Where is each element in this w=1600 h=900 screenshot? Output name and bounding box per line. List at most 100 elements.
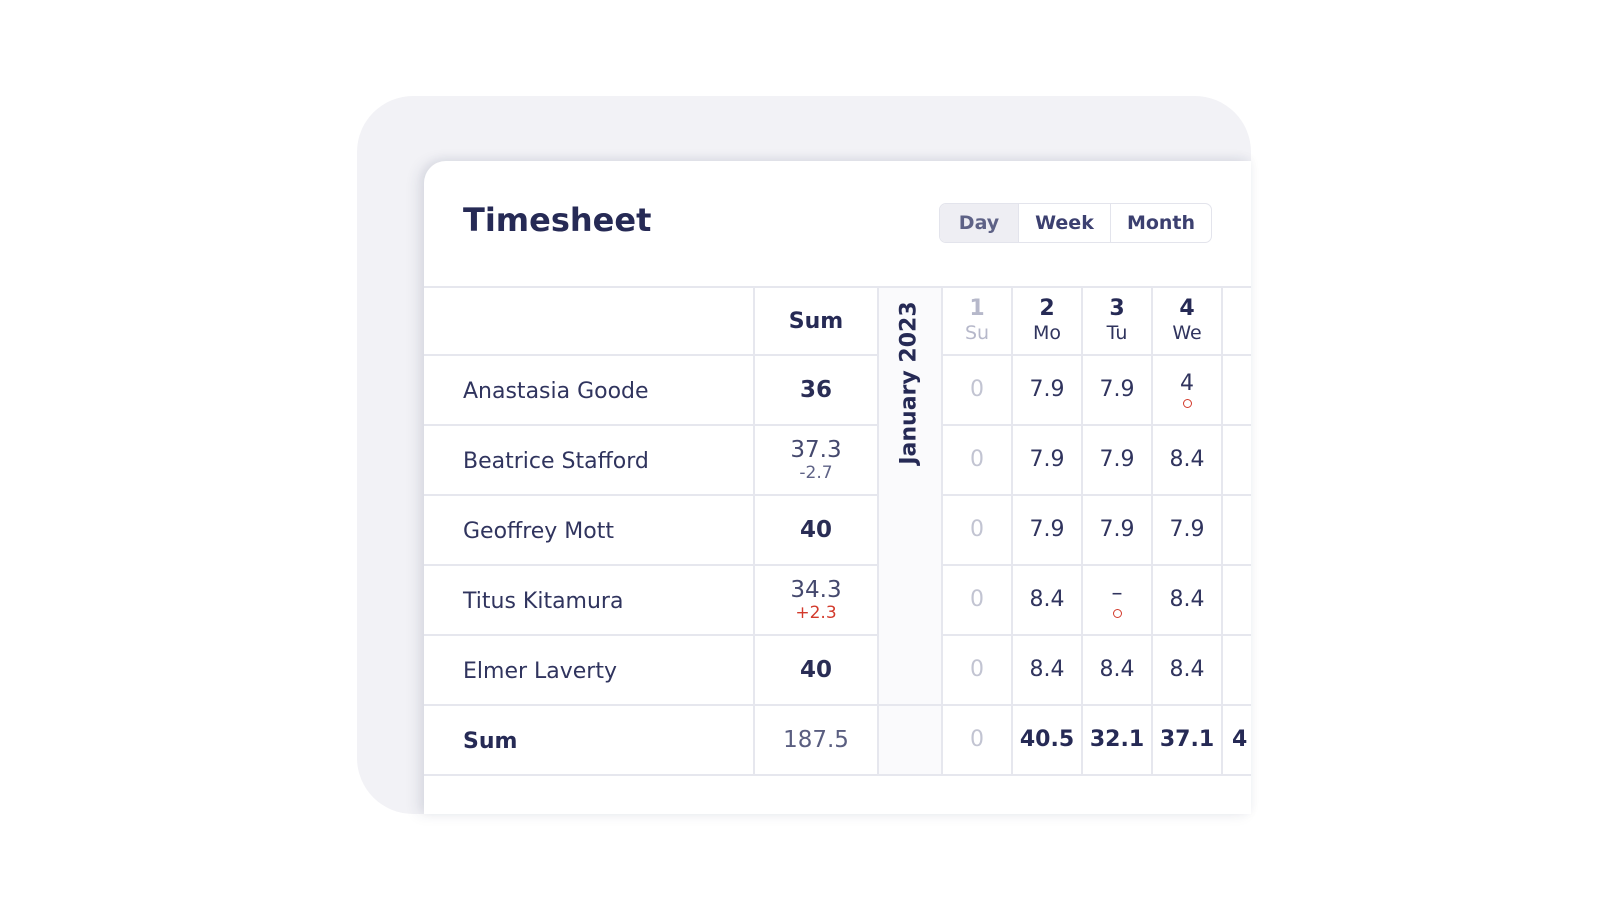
row-divider bbox=[424, 634, 877, 636]
view-week-button[interactable]: Week bbox=[1018, 204, 1110, 242]
day-total-clipped: 4 bbox=[1232, 706, 1247, 774]
day-total: 40.5 bbox=[1013, 706, 1081, 774]
hours-value: 7.9 bbox=[1029, 447, 1065, 472]
hours-value: 0 bbox=[970, 447, 984, 472]
hours-cell[interactable]: – bbox=[1083, 566, 1151, 634]
hours-value: 8.4 bbox=[1169, 657, 1205, 682]
hours-value: 7.9 bbox=[1029, 517, 1065, 542]
row-divider bbox=[941, 634, 1251, 636]
hours-value: 7.9 bbox=[1029, 377, 1065, 402]
row-divider bbox=[424, 564, 877, 566]
day-weekday: We bbox=[1172, 322, 1202, 344]
day-header[interactable]: 4 We bbox=[1153, 288, 1221, 354]
day-number: 4 bbox=[1179, 296, 1195, 321]
hours-value: 7.9 bbox=[1099, 517, 1135, 542]
timesheet-grid: January 2023 Sum 1 Su 2 bbox=[424, 286, 1251, 776]
row-sum: 34.3 +2.3 bbox=[755, 566, 877, 634]
day-total-value: 32.1 bbox=[1089, 727, 1145, 752]
day-total: 32.1 bbox=[1083, 706, 1151, 774]
employee-name[interactable]: Anastasia Goode bbox=[463, 378, 649, 404]
hours-cell[interactable]: 0 bbox=[943, 636, 1011, 704]
col-divider bbox=[1081, 286, 1083, 776]
hours-cell[interactable]: 7.9 bbox=[1013, 426, 1081, 494]
row-sum-value: 40 bbox=[799, 657, 832, 683]
hours-cell[interactable]: 8.4 bbox=[1083, 636, 1151, 704]
row-sum: 36 bbox=[755, 356, 877, 424]
row-sum: 40 bbox=[755, 496, 877, 564]
row-divider bbox=[424, 704, 1251, 706]
employee-name[interactable]: Geoffrey Mott bbox=[463, 518, 615, 544]
day-header[interactable]: 1 Su bbox=[943, 288, 1011, 354]
day-weekday: Tu bbox=[1106, 322, 1128, 344]
row-divider bbox=[424, 424, 877, 426]
timesheet-panel: Timesheet Day Week Month January 2023 bbox=[424, 161, 1251, 814]
col-divider bbox=[1221, 286, 1223, 776]
view-toggle: Day Week Month bbox=[939, 203, 1212, 243]
hours-cell[interactable]: 8.4 bbox=[1013, 566, 1081, 634]
hours-cell[interactable]: 7.9 bbox=[1013, 496, 1081, 564]
day-header[interactable]: 2 Mo bbox=[1013, 288, 1081, 354]
view-month-button[interactable]: Month bbox=[1110, 204, 1211, 242]
day-weekday: Mo bbox=[1032, 322, 1062, 344]
day-total-value: 4 bbox=[1232, 727, 1248, 752]
col-divider bbox=[1011, 286, 1013, 776]
row-divider bbox=[424, 774, 1251, 776]
employee-name[interactable]: Elmer Laverty bbox=[463, 658, 617, 684]
hours-cell[interactable]: 7.9 bbox=[1083, 496, 1151, 564]
hours-value: 0 bbox=[970, 377, 984, 402]
day-weekday: Su bbox=[964, 322, 990, 344]
sum-column-header: Sum bbox=[755, 288, 877, 354]
hours-value: 0 bbox=[970, 517, 984, 542]
hours-cell[interactable]: 7.9 bbox=[1013, 356, 1081, 424]
row-divider bbox=[941, 424, 1251, 426]
day-header[interactable]: 3 Tu bbox=[1083, 288, 1151, 354]
hours-value: 8.4 bbox=[1029, 657, 1065, 682]
grand-total: 187.5 bbox=[755, 706, 877, 774]
row-sum-value: 37.3 bbox=[790, 437, 842, 463]
hours-value: – bbox=[1111, 581, 1123, 606]
hours-cell[interactable]: 7.9 bbox=[1083, 426, 1151, 494]
warning-dot-icon bbox=[1182, 399, 1192, 408]
row-sum-delta: +2.3 bbox=[795, 603, 837, 623]
hours-cell[interactable]: 8.4 bbox=[1153, 566, 1221, 634]
view-day-button[interactable]: Day bbox=[940, 204, 1018, 242]
hours-cell[interactable]: 0 bbox=[943, 356, 1011, 424]
day-total: 0 bbox=[943, 706, 1011, 774]
warning-dot-icon bbox=[1112, 609, 1122, 618]
row-sum-value: 34.3 bbox=[790, 577, 842, 603]
employee-name[interactable]: Titus Kitamura bbox=[463, 588, 624, 614]
row-sum: 40 bbox=[755, 636, 877, 704]
hours-cell[interactable]: 8.4 bbox=[1013, 636, 1081, 704]
hours-cell[interactable]: 7.9 bbox=[1153, 496, 1221, 564]
row-sum-value: 36 bbox=[799, 377, 832, 403]
sum-header-label: Sum bbox=[788, 308, 844, 334]
row-divider bbox=[941, 564, 1251, 566]
row-sum-delta: -2.7 bbox=[799, 463, 833, 483]
hours-value: 0 bbox=[970, 657, 984, 682]
day-number: 2 bbox=[1039, 296, 1055, 321]
day-number: 1 bbox=[969, 296, 985, 321]
month-label: January 2023 bbox=[896, 301, 922, 465]
hours-value: 8.4 bbox=[1169, 587, 1205, 612]
hours-cell[interactable]: 4 bbox=[1153, 356, 1221, 424]
employee-name[interactable]: Beatrice Stafford bbox=[463, 448, 649, 474]
day-total-value: 37.1 bbox=[1159, 727, 1215, 752]
grand-total-value: 187.5 bbox=[783, 727, 849, 753]
hours-cell[interactable]: 0 bbox=[943, 566, 1011, 634]
row-sum-value: 40 bbox=[799, 517, 832, 543]
hours-cell[interactable]: 7.9 bbox=[1083, 356, 1151, 424]
row-divider bbox=[424, 354, 877, 356]
total-row-label: Sum bbox=[463, 728, 518, 754]
hours-cell[interactable]: 8.4 bbox=[1153, 636, 1221, 704]
hours-value: 7.9 bbox=[1099, 447, 1135, 472]
hours-cell[interactable]: 0 bbox=[943, 426, 1011, 494]
hours-cell[interactable]: 8.4 bbox=[1153, 426, 1221, 494]
hours-value: 7.9 bbox=[1169, 517, 1205, 542]
row-divider bbox=[424, 286, 1251, 288]
day-number: 3 bbox=[1109, 296, 1125, 321]
hours-cell[interactable]: 0 bbox=[943, 496, 1011, 564]
hours-value: 7.9 bbox=[1099, 377, 1135, 402]
row-sum: 37.3 -2.7 bbox=[755, 426, 877, 494]
col-divider bbox=[753, 286, 755, 776]
day-total-value: 40.5 bbox=[1019, 727, 1075, 752]
